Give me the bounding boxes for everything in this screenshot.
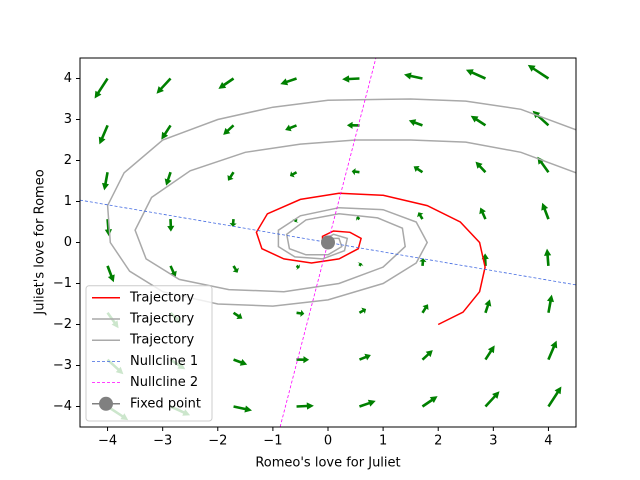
vector-arrow (408, 119, 423, 127)
x-axis-label: Romeo's love for Juliet (255, 456, 400, 471)
vector-arrow (537, 156, 550, 173)
x-tick-label: 1 (379, 434, 387, 449)
y-tick-label: −4 (53, 399, 72, 414)
x-tick-label: 2 (434, 434, 442, 449)
x-tick-label: −2 (208, 434, 227, 449)
vector-arrow (358, 307, 367, 314)
vector-arrow (421, 396, 438, 408)
vector-arrow (227, 171, 235, 181)
vector-arrow (547, 294, 554, 313)
vector-arrow (357, 262, 364, 267)
y-axis-label: Juliet's love for Romeo (33, 169, 48, 315)
vector-arrow (342, 75, 360, 83)
vector-arrow (102, 172, 109, 191)
vector-arrow (229, 219, 237, 227)
vector-arrow (413, 166, 424, 174)
trajectory (106, 98, 576, 307)
y-tick-label: 2 (64, 153, 72, 168)
vector-arrow (547, 340, 558, 361)
vector-arrow (484, 299, 492, 314)
y-tick-label: −1 (53, 276, 72, 291)
trajectory (255, 192, 486, 326)
vector-arrow (232, 265, 239, 273)
vector-arrow (296, 309, 305, 317)
vector-arrow (479, 207, 487, 220)
x-tick-label: 4 (544, 434, 552, 449)
vector-arrow (164, 171, 172, 186)
x-tick-label: −1 (263, 434, 282, 449)
legend-label: Trajectory (129, 312, 194, 327)
y-tick-label: 3 (64, 112, 72, 127)
vector-arrow (359, 399, 376, 408)
plot-area (80, 58, 576, 427)
vector-arrow (167, 219, 175, 232)
vector-arrow (218, 77, 235, 89)
vector-arrow (544, 248, 552, 266)
vector-arrow (233, 405, 252, 413)
vector-arrow (351, 168, 360, 176)
x-tick-label: −4 (98, 434, 117, 449)
y-tick-label: −2 (53, 317, 72, 332)
y-tick-label: −3 (53, 358, 72, 373)
vector-arrow (465, 69, 486, 80)
vector-arrow (169, 265, 177, 278)
x-tick-label: −3 (153, 434, 172, 449)
vector-arrow (404, 72, 423, 80)
vector-arrow (527, 64, 550, 80)
vector-arrow (156, 77, 172, 94)
vector-arrow (417, 212, 424, 220)
legend: Trajectory Trajectory Trajectory Nullcline … (85, 285, 213, 422)
vector-arrow (470, 115, 487, 127)
vector-arrow (295, 264, 301, 270)
vector-arrow (484, 345, 495, 361)
fixed-point (321, 235, 335, 250)
vector-arrow (296, 356, 310, 364)
legend-label: Trajectory (129, 290, 194, 305)
vector-arrow (292, 218, 299, 223)
vector-arrow (289, 171, 298, 178)
vector-arrow (280, 77, 297, 86)
vector-arrow (223, 124, 235, 135)
x-tick-label: 3 (489, 434, 497, 449)
vector-arrow (421, 350, 433, 361)
vector-arrow (98, 124, 109, 145)
legend-marker (99, 396, 113, 411)
legend-label: Fixed point (130, 396, 201, 411)
vector-arrow (475, 161, 487, 174)
x-tick-label: 0 (324, 434, 332, 449)
vector-arrow (484, 391, 500, 408)
vector-arrow (419, 258, 427, 266)
vector-arrow (421, 304, 429, 314)
vector-arrow (541, 202, 550, 220)
trajectory (134, 139, 576, 293)
vector-arrow (94, 77, 109, 99)
vector-arrow (547, 386, 562, 408)
vector-arrow (161, 124, 172, 140)
legend-label: Nullcline 2 (130, 375, 198, 390)
y-tick-label: 0 (64, 235, 72, 250)
vector-arrow (285, 124, 297, 132)
vector-arrow (106, 265, 115, 283)
y-tick-label: 1 (64, 194, 72, 209)
vector-arrow (296, 402, 314, 410)
vector-arrow (233, 358, 248, 366)
legend-label: Trajectory (129, 333, 194, 348)
legend-label: Nullcline 1 (130, 354, 198, 369)
vector-arrow (232, 311, 243, 319)
vector-arrow (346, 121, 360, 129)
vector-arrow (355, 215, 361, 221)
vector-arrow (359, 353, 371, 361)
y-tick-label: 4 (64, 71, 72, 86)
